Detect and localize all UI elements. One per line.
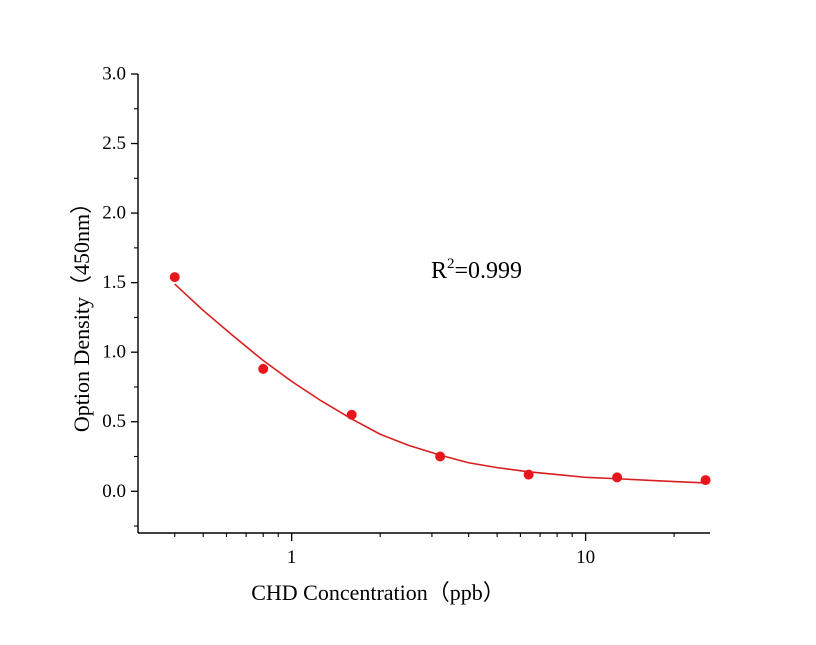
x-tick-label: 10: [576, 547, 595, 568]
tick-labels: 3.0 2.5 2.0 1.5 1.0 0.5 0.0 1 10: [102, 64, 595, 569]
r-squared-value: =0.999: [455, 258, 523, 284]
y-tick-label: 0.0: [102, 481, 126, 502]
y-tick-label: 3.0: [102, 64, 126, 85]
y-tick-label: 1.5: [102, 272, 126, 293]
data-point: [612, 472, 623, 483]
data-point: [346, 409, 357, 420]
r-squared-base: R: [431, 258, 447, 284]
data-point: [523, 469, 534, 480]
r-squared-superscript: 2: [447, 256, 455, 272]
x-axis-title: CHD Concentration（ppb）: [251, 580, 505, 605]
data-point: [700, 475, 711, 486]
y-tick-label: 2.0: [102, 203, 126, 224]
y-tick-label: 1.0: [102, 342, 126, 363]
data-point: [169, 272, 180, 283]
data-point: [435, 451, 446, 462]
axes: [131, 73, 710, 541]
data-points: [169, 272, 711, 486]
r-squared-annotation: R2=0.999: [431, 256, 522, 284]
y-tick-label: 2.5: [102, 133, 126, 154]
y-axis-title: Option Density（450nm）: [69, 192, 94, 432]
y-tick-label: 0.5: [102, 411, 126, 432]
data-point: [258, 363, 269, 374]
x-tick-label: 1: [287, 547, 297, 568]
